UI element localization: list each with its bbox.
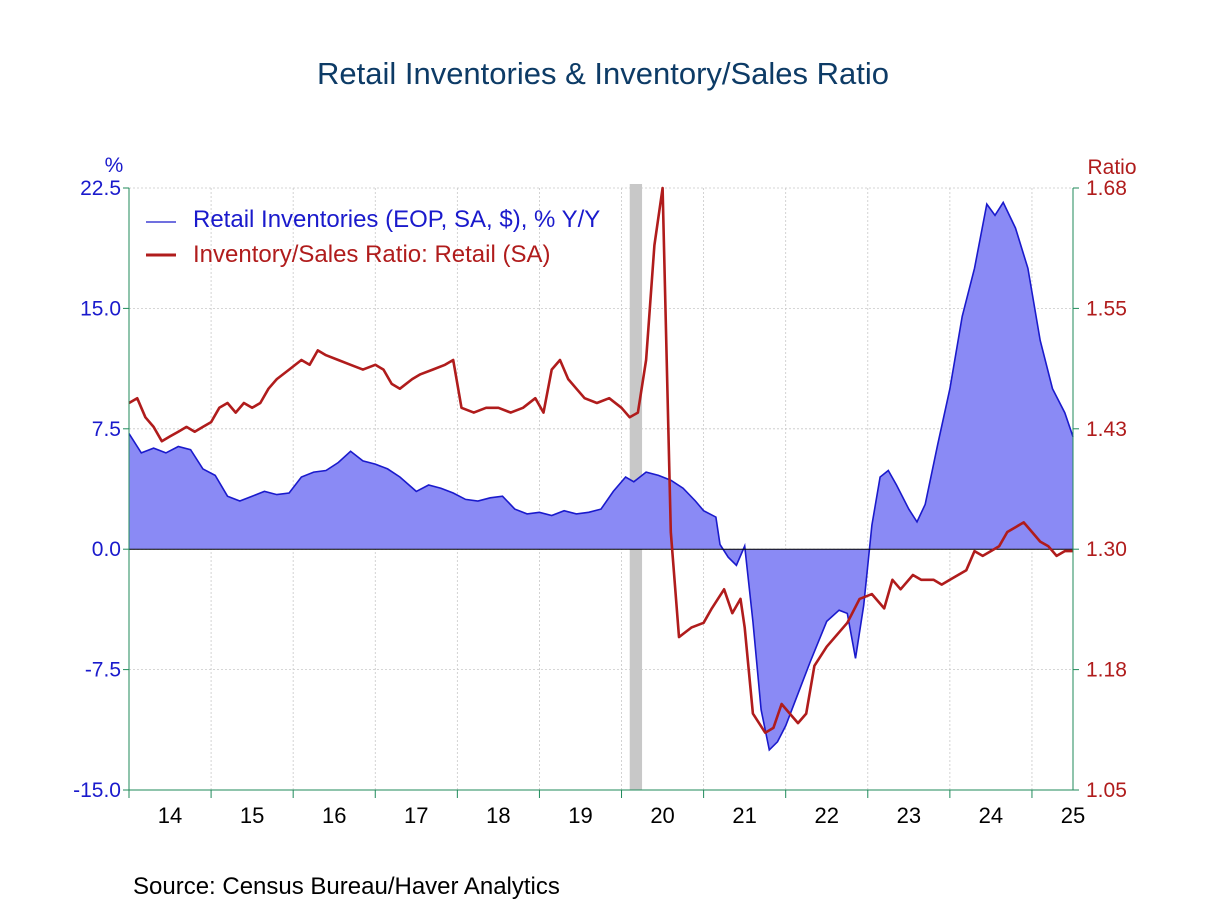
source-note: Source: Census Bureau/Haver Analytics — [133, 873, 560, 900]
x-tick-label: 20 — [650, 803, 674, 828]
x-tick-label: 19 — [568, 803, 592, 828]
chart-title: Retail Inventories & Inventory/Sales Rat… — [317, 56, 889, 91]
right-axis-ticks: 1.68 1.55 1.43 1.30 1.18 1.05 — [1086, 177, 1127, 802]
legend-label-inventories: Retail Inventories (EOP, SA, $), % Y/Y — [193, 206, 600, 233]
right-tick-label: 1.05 — [1086, 779, 1127, 802]
left-tick-label: 22.5 — [80, 177, 121, 200]
x-tick-label: 23 — [897, 803, 921, 828]
right-tick-label: 1.30 — [1086, 538, 1127, 561]
x-tick-label: 16 — [322, 803, 346, 828]
x-tick-label: 21 — [732, 803, 756, 828]
left-tick-label: 7.5 — [92, 418, 121, 441]
left-tick-label: 0.0 — [92, 538, 121, 561]
x-tick-label: 18 — [486, 803, 510, 828]
inventories-area-fill — [129, 202, 1073, 750]
x-tick-label: 22 — [814, 803, 838, 828]
ratio-series — [128, 186, 1073, 734]
ratio-line — [128, 186, 1073, 734]
right-tick-label: 1.55 — [1086, 297, 1127, 320]
left-tick-label: 15.0 — [80, 297, 121, 320]
x-tick-label: 24 — [979, 803, 1003, 828]
x-tick-label: 25 — [1061, 803, 1085, 828]
axes — [123, 187, 1079, 798]
left-axis-unit: % — [105, 154, 124, 177]
x-tick-label: 14 — [158, 803, 182, 828]
legend-label-ratio: Inventory/Sales Ratio: Retail (SA) — [193, 241, 550, 268]
legend: Retail Inventories (EOP, SA, $), % Y/Y I… — [146, 206, 600, 268]
left-tick-label: -15.0 — [73, 779, 121, 802]
right-tick-label: 1.43 — [1086, 418, 1127, 441]
right-axis-unit: Ratio — [1087, 156, 1136, 179]
x-tick-label: 17 — [404, 803, 428, 828]
inventories-line — [128, 200, 1074, 752]
left-tick-label: -7.5 — [85, 659, 121, 682]
right-tick-label: 1.18 — [1086, 659, 1127, 682]
inventories-series — [128, 200, 1074, 752]
right-tick-label: 1.68 — [1086, 177, 1127, 200]
x-axis-ticks: 14 15 16 17 18 19 20 21 22 23 24 25 — [158, 803, 1085, 828]
x-tick-label: 15 — [240, 803, 264, 828]
left-axis-ticks: 22.5 15.0 7.5 0.0 -7.5 -15.0 — [73, 177, 121, 802]
